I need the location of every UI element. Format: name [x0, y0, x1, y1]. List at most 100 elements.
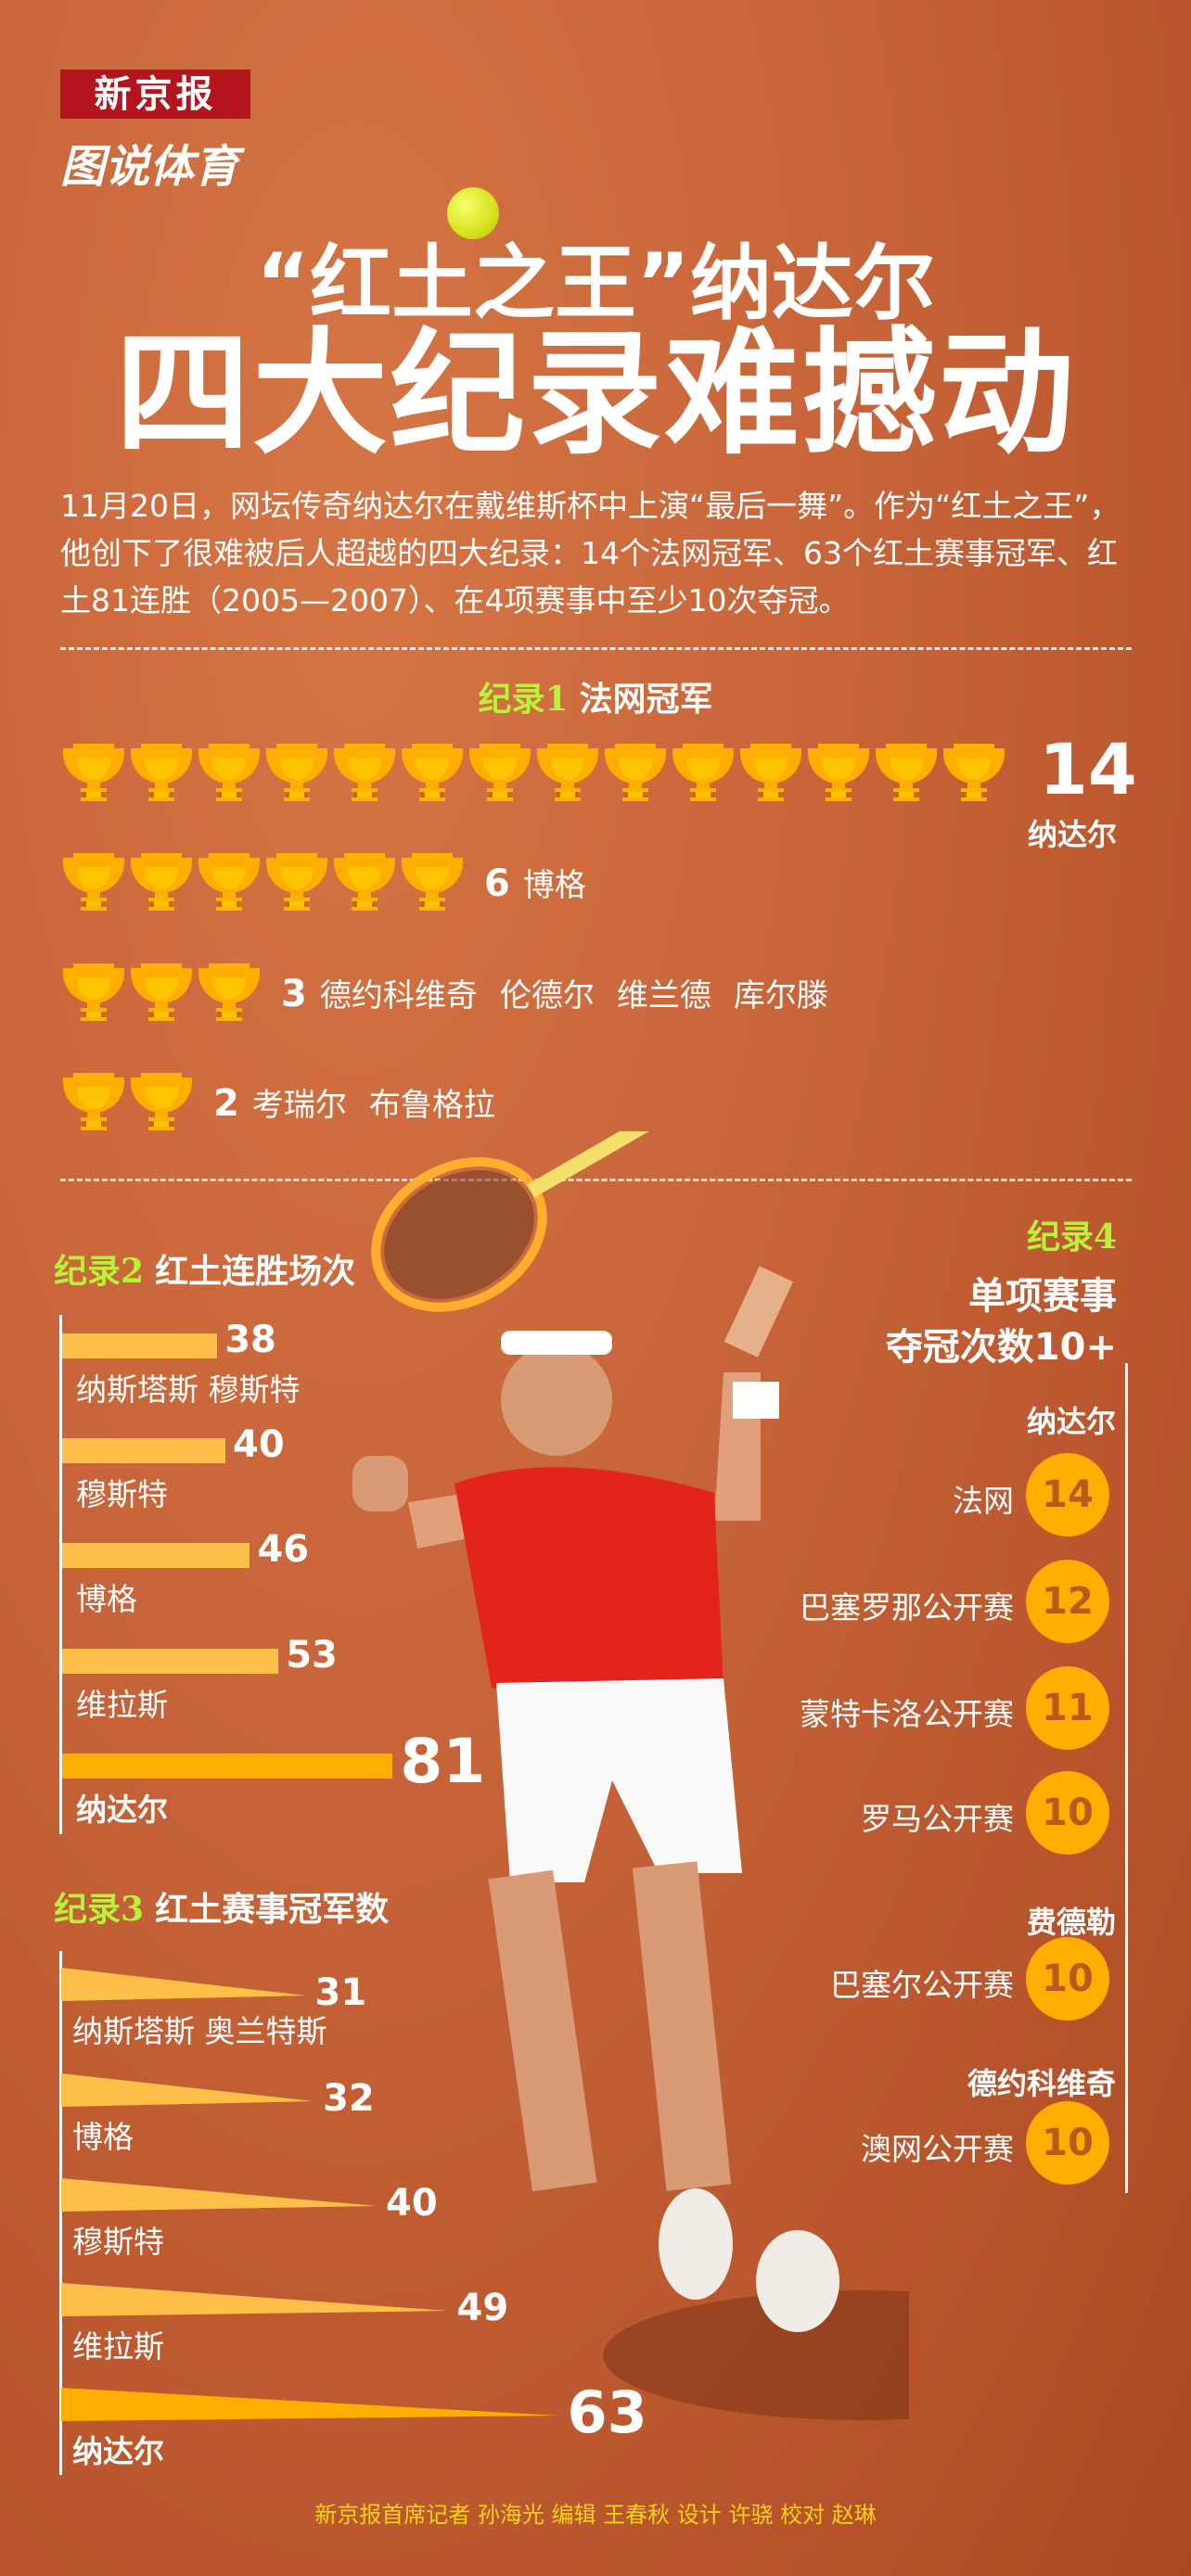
- trophy-row: 3 德约科维奇 伦德尔 维兰德 库尔滕: [63, 962, 851, 1023]
- trophy-icon: [334, 853, 395, 911]
- bar-value: 81: [400, 1726, 486, 1797]
- bar-label: 维拉斯: [72, 2328, 164, 2365]
- trophy-icon: [198, 744, 260, 801]
- credits: 新京报首席记者 孙海光 编辑 王春秋 设计 许骁 校对 赵琳: [314, 2502, 877, 2528]
- record3-axis: [59, 1951, 62, 2475]
- trophy-icon: [63, 744, 124, 801]
- trophy-icon: [943, 744, 1005, 801]
- record1-title: 法网冠军: [579, 681, 713, 719]
- record4-axis: [1125, 1363, 1128, 2193]
- trophy-row: 2 考瑞尔 布鲁格拉: [63, 1071, 518, 1132]
- tennis-ball-icon: [447, 187, 499, 239]
- record1-heading: 纪录1 法网冠军: [0, 672, 1191, 721]
- bar: [62, 1543, 250, 1568]
- trophy-player: 德约科维奇: [319, 976, 478, 1014]
- trophy-icon: [131, 744, 192, 801]
- triangle-bar: [61, 2073, 314, 2107]
- title-count-badge: 10: [1026, 1771, 1109, 1855]
- event-name: 法网: [953, 1483, 1014, 1519]
- intro-text: 11月20日，网坛传奇纳达尔在戴维斯杯中上演“最后一舞”。作为“红土之王”，他创…: [60, 488, 1121, 618]
- event-name: 蒙特卡洛公开赛: [800, 1696, 1014, 1732]
- record4-title-line2: 夺冠次数10+: [885, 1326, 1117, 1369]
- trophy-icon: [402, 853, 463, 911]
- bar-label: 维拉斯: [76, 1687, 168, 1723]
- record2-heading: 纪录2 红土连胜场次: [54, 1244, 355, 1293]
- trophy-icon: [198, 853, 260, 911]
- divider: [60, 647, 1132, 650]
- bar-label: 博格: [76, 1581, 137, 1617]
- bar-label: 纳斯塔斯 奥兰特斯: [72, 2013, 327, 2049]
- bar-value: 32: [323, 2077, 375, 2120]
- player-name: 德约科维奇: [967, 2066, 1116, 2101]
- bar-label: 穆斯特: [72, 2224, 164, 2260]
- bar-value: 40: [386, 2182, 438, 2225]
- bar-value: 53: [286, 1634, 338, 1677]
- bar: [62, 1753, 393, 1779]
- trophy-icon: [402, 744, 463, 801]
- player-photo: [352, 1131, 909, 2420]
- bar: [62, 1649, 279, 1674]
- record2-title: 红土连胜场次: [155, 1253, 356, 1291]
- trophy-label: 3 德约科维奇 伦德尔 维兰德 库尔滕: [281, 970, 851, 1015]
- trophy-label: 6 博格: [484, 860, 608, 905]
- bar-label: 纳斯塔斯 穆斯特: [76, 1371, 301, 1408]
- bar-label: 博格: [72, 2119, 134, 2155]
- player-name: 纳达尔: [1026, 1404, 1116, 1439]
- trophy-player: 博格: [522, 866, 586, 904]
- trophy-count: 14: [1039, 728, 1137, 810]
- trophy-icon: [63, 853, 124, 911]
- trophy-icon: [605, 744, 666, 801]
- trophy-icon: [63, 1073, 124, 1130]
- title-count-badge: 14: [1026, 1453, 1109, 1537]
- record3-chart: [61, 1968, 558, 2421]
- divider: [60, 1179, 1132, 1181]
- record3-title: 红土赛事冠军数: [155, 1891, 390, 1929]
- sub-brand: 图说体育: [60, 141, 239, 193]
- trophy-count: 2: [213, 1081, 239, 1125]
- trophy-icon: [876, 744, 937, 801]
- trophy-player: 伦德尔: [499, 976, 595, 1014]
- record1-number: 纪录1: [478, 680, 569, 719]
- event-name: 罗马公开赛: [861, 1801, 1014, 1837]
- trophy-player: 维兰德: [616, 976, 711, 1014]
- bar: [62, 1333, 218, 1358]
- record2-number: 纪录2: [54, 1252, 145, 1291]
- title-line1: “红土之王”纳达尔: [256, 236, 935, 331]
- record3-number: 纪录3: [54, 1890, 145, 1929]
- bar-value: 46: [257, 1528, 310, 1571]
- title-count-badge: 10: [1026, 2101, 1109, 2185]
- trophy-player: 布鲁格拉: [368, 1086, 495, 1124]
- trophy-count: 6: [484, 861, 510, 905]
- bar-label: 纳达尔: [76, 1792, 168, 1828]
- trophy-icon: [469, 744, 531, 801]
- title-count-badge: 12: [1026, 1560, 1109, 1643]
- record2-axis: [59, 1315, 62, 1834]
- brand-logo: 新京报: [60, 70, 250, 119]
- trophy-label: 2 考瑞尔 布鲁格拉: [213, 1079, 518, 1125]
- trophy-icon: [131, 1073, 192, 1130]
- record3-heading: 纪录3 红土赛事冠军数: [54, 1882, 389, 1931]
- trophy-icon: [740, 744, 801, 801]
- record4-number: 纪录4: [1026, 1218, 1117, 1256]
- event-name: 巴塞罗那公开赛: [800, 1589, 1014, 1626]
- bar-value: 38: [224, 1319, 276, 1361]
- triangle-bar: [61, 1968, 306, 2001]
- trophy-player: 考瑞尔: [251, 1086, 347, 1124]
- bar-label: 穆斯特: [76, 1476, 168, 1512]
- player-name: 费德勒: [1026, 1905, 1116, 1940]
- page-title: 四大纪录难撼动: [115, 315, 1076, 473]
- trophy-icon: [266, 744, 327, 801]
- bar-value: 40: [233, 1423, 285, 1466]
- bar-label: 纳达尔: [72, 2433, 164, 2469]
- event-name: 巴塞尔公开赛: [830, 1967, 1014, 2003]
- trophy-icon: [537, 744, 598, 801]
- triangle-bar: [61, 2178, 377, 2212]
- trophy-icon: [266, 853, 327, 911]
- record4-title-line1: 单项赛事: [968, 1275, 1117, 1318]
- trophy-row: [63, 742, 1011, 803]
- trophy-player: 纳达尔: [1028, 817, 1118, 852]
- title-count-badge: 10: [1026, 1937, 1109, 2021]
- trophy-row: 6 博格: [63, 851, 608, 912]
- bar-value: 63: [567, 2378, 647, 2446]
- trophy-count: 3: [281, 972, 307, 1015]
